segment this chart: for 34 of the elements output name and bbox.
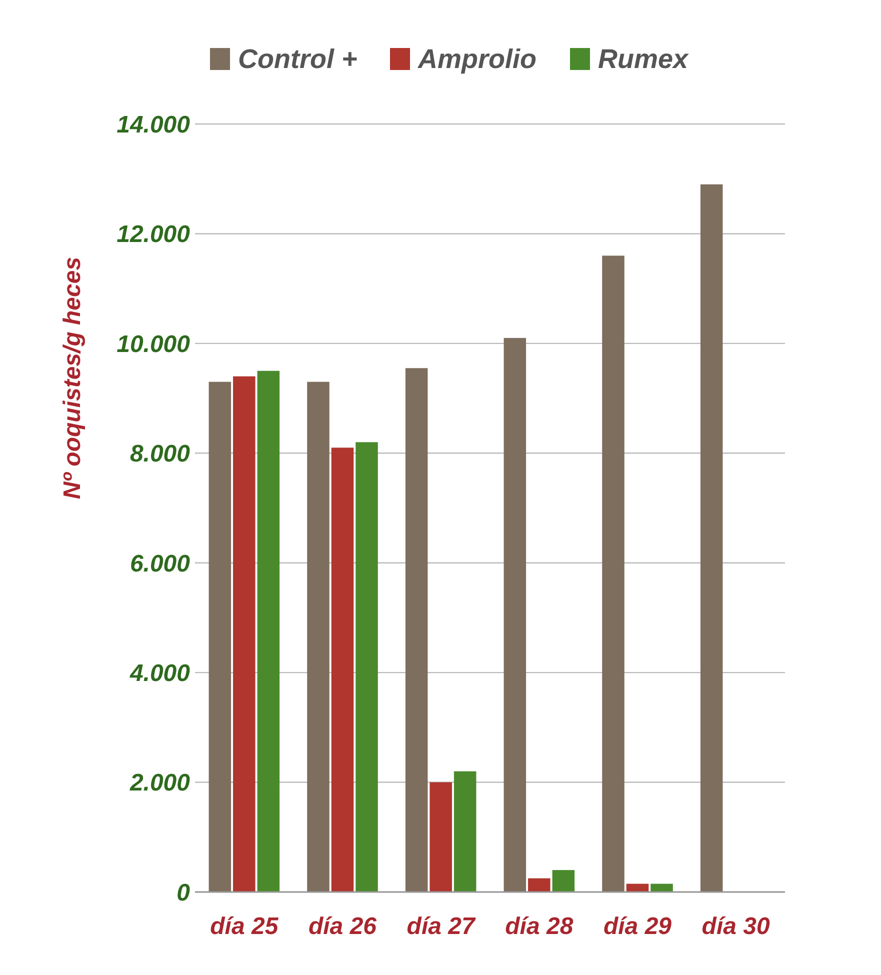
legend-label: Rumex: [598, 44, 690, 74]
bar: [356, 442, 378, 892]
bar: [552, 870, 575, 892]
bar: [233, 376, 256, 892]
y-tick-label: 12.000: [116, 221, 191, 248]
y-tick-label: 0: [176, 879, 191, 906]
legend-label: Amprolio: [417, 44, 536, 74]
bar: [454, 771, 476, 892]
bar: [405, 368, 428, 892]
bar: [257, 370, 280, 892]
x-tick-label: día 29: [603, 913, 672, 940]
x-tick-label: día 27: [406, 913, 476, 940]
y-tick-label: 2.000: [128, 770, 191, 797]
y-tick-label: 14.000: [116, 111, 191, 138]
bar: [504, 338, 526, 892]
bar: [331, 448, 354, 892]
bar: [307, 382, 330, 892]
legend-label: Control +: [238, 44, 358, 74]
y-tick-label: 4.000: [128, 660, 191, 687]
x-tick-label: día 28: [505, 913, 574, 940]
bar: [650, 884, 673, 892]
y-tick-label: 10.000: [116, 330, 191, 358]
bar: [208, 382, 232, 892]
bar: [602, 256, 624, 892]
y-tick-label: 6.000: [130, 550, 191, 578]
y-axis-title: Nº ooquistes/g heces: [59, 256, 86, 500]
bar: [700, 184, 723, 892]
x-tick-label: día 26: [308, 913, 378, 940]
y-tick-label: 8.000: [130, 440, 191, 468]
bar: [430, 782, 452, 892]
x-tick-label: día 30: [702, 913, 770, 940]
bar: [528, 878, 550, 892]
x-tick-label: día 25: [210, 913, 279, 940]
bar: [626, 884, 649, 892]
